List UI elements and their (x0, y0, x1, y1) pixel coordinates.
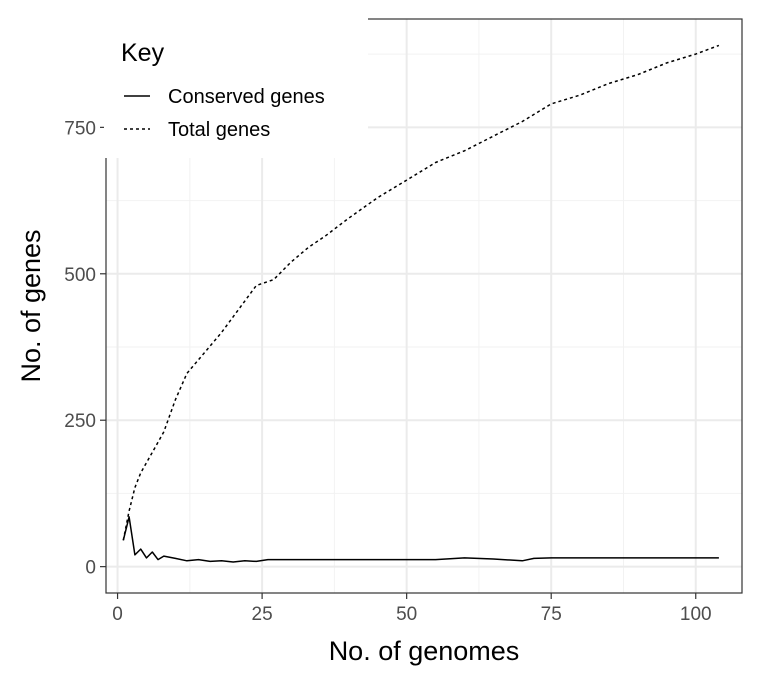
x-tick-label: 50 (396, 604, 417, 625)
x-axis-title: No. of genomes (329, 636, 520, 666)
y-axis-ticks: 0 250 500 750 (64, 118, 106, 579)
legend-background (104, 18, 368, 158)
y-tick-label: 250 (64, 411, 96, 432)
series-line-conserved-genes (122, 516, 719, 563)
x-tick-label: 100 (680, 604, 712, 625)
legend-title: Key (121, 39, 165, 67)
legend-label-total-genes: Total genes (168, 119, 270, 141)
x-tick-label: 0 (112, 604, 123, 625)
legend-label-conserved-genes: Conserved genes (168, 86, 325, 108)
series-layer (122, 44, 720, 563)
series-line-total-genes (122, 44, 720, 541)
y-tick-label: 750 (64, 118, 96, 139)
y-axis-title: No. of genes (16, 229, 46, 382)
legend: Key Conserved genes Total genes (104, 18, 368, 158)
plot-border (105, 18, 743, 594)
x-tick-label: 25 (252, 604, 273, 625)
y-tick-label: 0 (85, 558, 96, 579)
x-axis-ticks: 0 25 50 75 100 (112, 593, 712, 625)
x-tick-label: 75 (541, 604, 562, 625)
y-tick-label: 500 (64, 265, 96, 286)
